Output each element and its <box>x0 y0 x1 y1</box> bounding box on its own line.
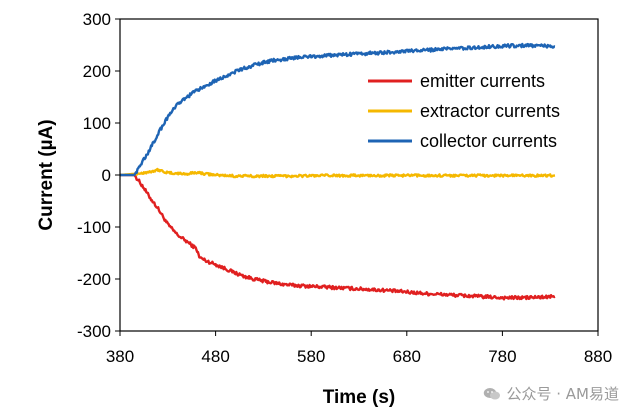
x-tick-label: 880 <box>584 347 612 366</box>
y-tick-label: 300 <box>83 10 111 29</box>
series-line-2 <box>119 42 556 177</box>
y-tick-label: -100 <box>77 218 111 237</box>
y-tick-label: 200 <box>83 62 111 81</box>
series-layer <box>119 42 556 301</box>
x-tick-label: 680 <box>393 347 421 366</box>
series-line-1 <box>119 167 556 179</box>
x-tick-label: 380 <box>106 347 134 366</box>
y-tick-label: -200 <box>77 270 111 289</box>
watermark: 公众号 · AM易道 <box>483 383 619 404</box>
x-tick-label: 480 <box>201 347 229 366</box>
wechat-icon <box>484 387 501 399</box>
x-tick-label: 580 <box>297 347 325 366</box>
legend-label-0: emitter currents <box>420 71 545 91</box>
series-line-0 <box>119 173 556 301</box>
legend: emitter currents extractor currents collec… <box>368 71 560 151</box>
x-tick-label: 780 <box>488 347 516 366</box>
y-tick-label: 0 <box>102 166 111 185</box>
legend-label-1: extractor currents <box>420 101 560 121</box>
y-tick-label: 100 <box>83 114 111 133</box>
legend-label-2: collector currents <box>420 131 557 151</box>
x-axis-title: Time (s) <box>323 387 396 408</box>
ticks-layer: 380 480 580 680 780 880 300 200 100 0 -100 -200 -300 <box>77 10 612 366</box>
y-axis-title: Current (µA) <box>36 119 57 230</box>
watermark-text: 公众号 · AM易道 <box>506 385 619 403</box>
y-tick-label: -300 <box>77 322 111 341</box>
